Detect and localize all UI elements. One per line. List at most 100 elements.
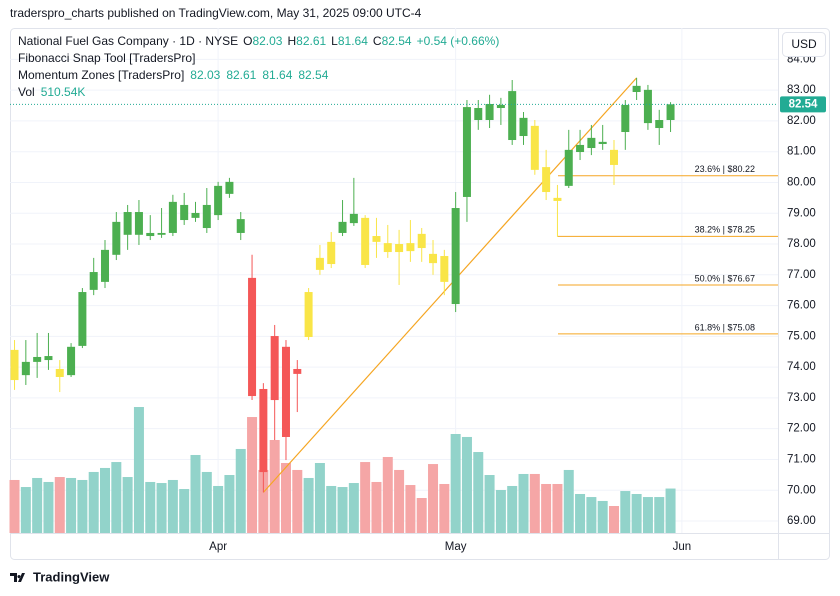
candle-body	[440, 256, 449, 282]
x-tick-label: May	[445, 541, 467, 553]
candle-body	[530, 125, 539, 170]
candle-body	[33, 356, 42, 362]
candle-body	[666, 104, 675, 121]
volume-bar	[575, 493, 586, 533]
currency[interactable]: USD	[791, 37, 817, 51]
volume-bar	[54, 477, 65, 533]
brand: TradingView	[33, 569, 110, 584]
candle-body	[429, 253, 438, 264]
candle-body	[496, 104, 505, 109]
volume-bar	[360, 462, 371, 533]
candle-body	[134, 212, 143, 235]
candle-body	[643, 89, 652, 124]
volume-bar	[133, 407, 144, 533]
candle-body	[191, 212, 200, 218]
legend: National Fuel Gas Company · 1D · NYSE O82…	[18, 34, 499, 99]
indicator-name: Fibonacci Snap Tool [TradersPro]	[18, 51, 195, 65]
legend-row: National Fuel Gas Company · 1D · NYSE O82…	[18, 34, 499, 48]
close-value: 82.54	[298, 68, 328, 82]
candle-body	[281, 346, 290, 437]
volume-bar	[156, 483, 167, 533]
volume-bar	[9, 479, 20, 533]
volume-bar	[371, 481, 382, 533]
candle-body	[112, 221, 121, 255]
volume-bar	[428, 464, 439, 533]
volume-bar	[518, 473, 529, 533]
footer-logo: TradingView	[10, 569, 110, 584]
y-tick-label: 71.00	[787, 453, 816, 465]
volume-bar	[541, 483, 552, 533]
candle-body	[327, 241, 336, 265]
volume-bar	[450, 434, 461, 533]
fib-label: 61.8% | $75.08	[695, 322, 755, 332]
candle-body	[180, 204, 189, 221]
publisher: traderspro_charts published on TradingVi…	[10, 6, 422, 20]
volume-name: Vol	[18, 85, 35, 99]
candle-body	[621, 104, 630, 133]
y-tick-label: 77.00	[787, 269, 816, 281]
volume-bar	[314, 462, 325, 533]
close-value: 82.54	[382, 34, 412, 48]
volume-bar	[167, 479, 178, 533]
candle-body	[462, 107, 471, 197]
candle-body	[21, 361, 30, 376]
candle-body	[225, 181, 234, 194]
volume-bar	[201, 471, 212, 533]
candle-body	[248, 277, 257, 397]
volume-bar	[337, 487, 348, 533]
volume-bar	[405, 485, 416, 533]
volume-bar	[552, 483, 563, 533]
candle-body	[361, 217, 370, 265]
volume-bar	[631, 493, 642, 533]
x-tick-label: Jun	[673, 541, 692, 553]
fib-label: 38.2% | $78.25	[695, 225, 755, 235]
axes: 69.00 70.00 71.00 72.00 73.00 74.00 75.00 76.00…	[209, 53, 826, 553]
volume-bar	[88, 471, 99, 533]
candle-body	[417, 233, 426, 249]
ohlc-letter: L	[331, 34, 338, 48]
volume-bar	[620, 491, 631, 533]
grid	[10, 28, 778, 533]
volume-bar	[654, 497, 665, 533]
volume-bar	[269, 440, 280, 533]
candle-body	[372, 236, 381, 242]
y-tick-label: 76.00	[787, 300, 816, 312]
volume-bar	[665, 488, 676, 533]
volume-bar	[100, 467, 111, 533]
volume-bar	[77, 479, 88, 533]
candle-body	[55, 368, 64, 377]
volume-bar	[213, 485, 224, 533]
candle-body	[609, 149, 618, 165]
candle-body	[542, 167, 551, 193]
candle-body	[123, 212, 132, 235]
volume-bar	[586, 497, 597, 533]
currency-button[interactable]	[782, 32, 826, 57]
volume-bar	[303, 477, 314, 533]
volume-bar	[32, 477, 43, 533]
volume-bar	[608, 506, 619, 533]
candle-body	[270, 336, 279, 401]
candle-body	[338, 221, 347, 233]
candle-body	[474, 108, 483, 121]
candle-body	[587, 137, 596, 149]
volume-bar	[484, 475, 495, 533]
price-badge-label: 82.54	[789, 98, 818, 110]
price-badge	[780, 96, 826, 113]
change: +0.54 (+0.66%)	[417, 34, 500, 48]
volume-bar	[597, 500, 608, 533]
y-tick-label: 72.00	[787, 423, 816, 435]
ohlc-letter: O	[243, 34, 252, 48]
volume-bar	[473, 452, 484, 533]
chart-frame	[10, 28, 830, 560]
candle-body	[564, 149, 573, 186]
y-tick-label: 74.00	[787, 361, 816, 373]
candle-body	[202, 204, 211, 229]
volume-value: 510.54K	[41, 85, 86, 99]
volume-bar	[190, 454, 201, 533]
volume-bar	[348, 483, 359, 533]
fib-label: 23.6% | $80.22	[695, 164, 755, 174]
volume-bar	[43, 481, 54, 533]
candle-body	[259, 388, 268, 473]
candle-body	[349, 213, 358, 224]
